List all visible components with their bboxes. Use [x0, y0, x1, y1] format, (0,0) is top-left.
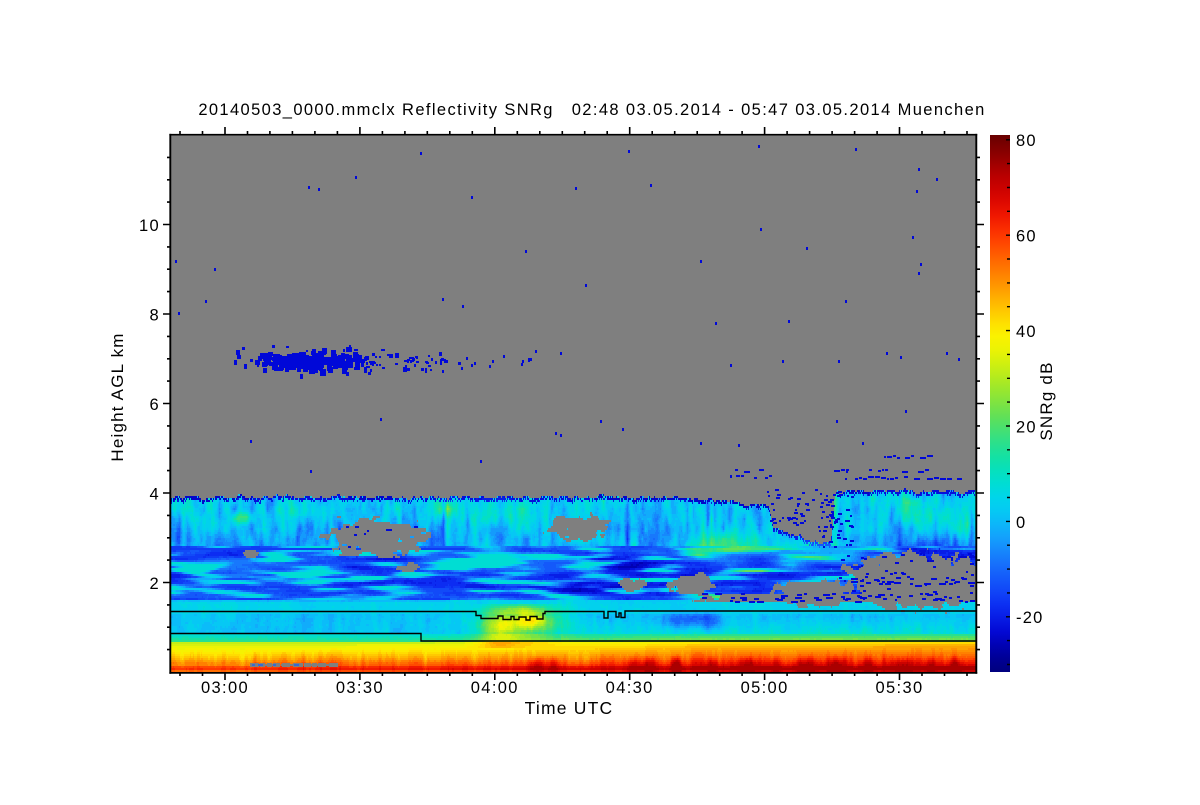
svg-text:Time UTC: Time UTC: [525, 698, 614, 718]
svg-text:2: 2: [150, 575, 160, 593]
svg-text:04:00: 04:00: [471, 679, 519, 697]
svg-text:20140503_0000.mmclx Reflectivi: 20140503_0000.mmclx Reflectivity SNRg 02…: [198, 101, 985, 119]
svg-text:SNRg dB: SNRg dB: [1037, 361, 1056, 440]
svg-text:05:30: 05:30: [875, 679, 923, 697]
svg-text:05:00: 05:00: [741, 679, 789, 697]
svg-text:60: 60: [1016, 228, 1037, 246]
svg-text:03:00: 03:00: [201, 679, 249, 697]
svg-text:-20: -20: [1016, 609, 1043, 627]
svg-text:0: 0: [1016, 514, 1026, 532]
svg-text:80: 80: [1016, 132, 1037, 150]
svg-text:40: 40: [1016, 323, 1037, 341]
svg-text:20: 20: [1016, 418, 1037, 436]
svg-text:6: 6: [150, 396, 160, 414]
svg-text:10: 10: [139, 217, 160, 235]
svg-text:8: 8: [150, 306, 160, 324]
svg-text:03:30: 03:30: [336, 679, 384, 697]
svg-text:4: 4: [150, 485, 160, 503]
svg-text:04:30: 04:30: [606, 679, 654, 697]
svg-text:Height AGL km: Height AGL km: [108, 332, 127, 461]
